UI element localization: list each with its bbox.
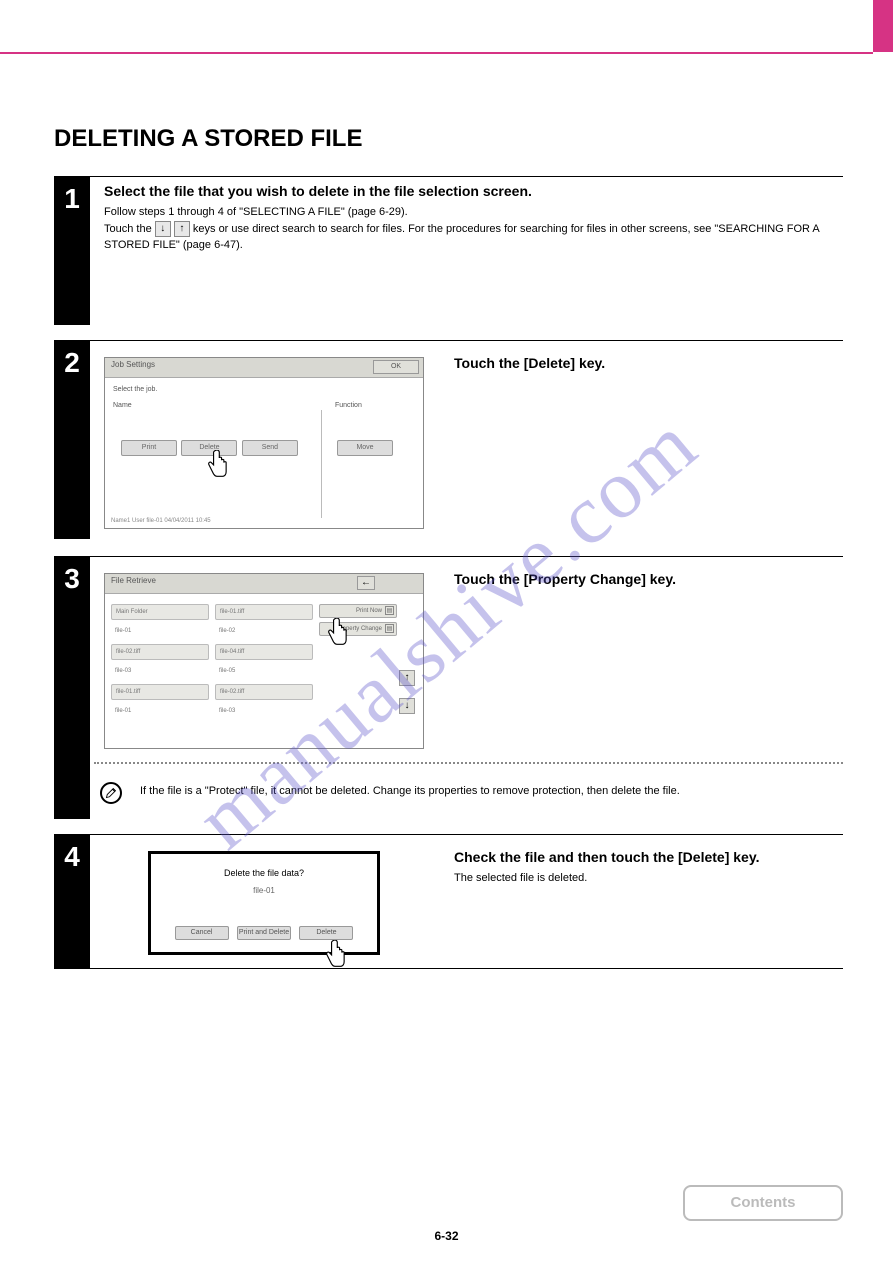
step-3-number: 3 bbox=[54, 557, 90, 819]
doc-icon: ▤ bbox=[385, 606, 394, 615]
property-change-button[interactable]: Property Change▤ bbox=[319, 622, 397, 636]
print-and-delete-button[interactable]: Print and Delete bbox=[237, 926, 291, 940]
panel-title: File Retrieve bbox=[111, 576, 156, 585]
step-3-title: Touch the [Property Change] key. bbox=[454, 571, 676, 587]
panel-tab-row: Print Delete Send bbox=[121, 436, 298, 456]
tab-delete[interactable]: Delete bbox=[181, 440, 237, 456]
list-item[interactable]: file-04.tiff bbox=[215, 644, 313, 660]
delete-button[interactable]: Delete bbox=[299, 926, 353, 940]
breadcrumb: Contents USING THE DOCUMENT FILING FUNCT… bbox=[225, 8, 762, 23]
panel-divider bbox=[321, 410, 322, 518]
closing-rule bbox=[54, 968, 843, 969]
tab-move[interactable]: Move bbox=[337, 436, 393, 456]
step-2-title: Touch the [Delete] key. bbox=[454, 355, 605, 371]
dotted-separator bbox=[94, 762, 843, 764]
step-1: 1 Select the file that you wish to delet… bbox=[54, 176, 843, 324]
panel-label-file: Select the job. bbox=[113, 386, 157, 393]
header-side-bar bbox=[873, 0, 893, 52]
list-meta: file-03 bbox=[111, 664, 209, 680]
list-meta: file-01 bbox=[111, 704, 209, 720]
list-meta: file-05 bbox=[215, 664, 313, 680]
step-2-panel: Job Settings OK Select the job. Name Pri… bbox=[104, 357, 424, 529]
pencil-note-icon bbox=[100, 782, 122, 804]
list-item[interactable]: file-01.tiff bbox=[215, 604, 313, 620]
step-1-line1: Follow steps 1 through 4 of "SELECTING A… bbox=[104, 205, 843, 221]
list-item[interactable]: file-01.tiff bbox=[111, 684, 209, 700]
back-icon[interactable]: ← bbox=[357, 576, 375, 590]
cancel-button[interactable]: Cancel bbox=[175, 926, 229, 940]
step-4-number: 4 bbox=[54, 835, 90, 969]
doc-icon: ▤ bbox=[385, 624, 394, 633]
panel-header: File Retrieve ← bbox=[105, 574, 423, 594]
arrow-down-icon[interactable]: ↓ bbox=[155, 221, 171, 237]
page-number: 6-32 bbox=[0, 1229, 893, 1243]
tab-print[interactable]: Print bbox=[121, 440, 177, 456]
panel-header: Job Settings OK bbox=[105, 358, 423, 378]
step-3-panel: File Retrieve ← Print Now▤ Property Chan… bbox=[104, 573, 424, 749]
header-rule bbox=[0, 52, 873, 54]
step-3: 3 File Retrieve ← Print Now▤ Property Ch… bbox=[54, 556, 843, 818]
list-meta: file-02 bbox=[215, 624, 313, 640]
confirm-dialog: Delete the file data? file-01 Cancel Pri… bbox=[148, 851, 380, 955]
print-now-button[interactable]: Print Now▤ bbox=[319, 604, 397, 618]
list-item[interactable]: Main Folder bbox=[111, 604, 209, 620]
list-item[interactable]: file-02.tiff bbox=[111, 644, 209, 660]
tab-send[interactable]: Send bbox=[242, 440, 298, 456]
step-1-number: 1 bbox=[54, 177, 90, 325]
panel-title: Job Settings bbox=[111, 360, 155, 369]
panel-label-func: Function bbox=[335, 402, 362, 409]
step-3-note: If the file is a "Protect" file, it cann… bbox=[140, 785, 833, 797]
step-4: 4 Delete the file data? file-01 Cancel P… bbox=[54, 834, 843, 968]
step-1-line2: Touch the ↓ ↑ keys or use direct search … bbox=[104, 221, 843, 254]
hand-cursor-icon bbox=[321, 940, 349, 977]
file-grid: Main Folder file-01.tiff file-01 file-02 f… bbox=[111, 604, 313, 724]
step-2: 2 Job Settings OK Select the job. Name P… bbox=[54, 340, 843, 538]
step-1-title: Select the file that you wish to delete … bbox=[104, 183, 843, 199]
panel-side-buttons: Print Now▤ Property Change▤ bbox=[319, 604, 397, 636]
contents-button[interactable]: Contents bbox=[683, 1185, 843, 1221]
dialog-message: Delete the file data? bbox=[151, 868, 377, 878]
dialog-filename: file-01 bbox=[151, 886, 377, 895]
panel-footer-meta: Name1 User file-01 04/04/2011 10:45 bbox=[111, 518, 211, 524]
step-4-body: The selected file is deleted. bbox=[454, 871, 759, 887]
step-4-title: Check the file and then touch the [Delet… bbox=[454, 849, 759, 865]
page-title: DELETING A STORED FILE bbox=[54, 125, 362, 153]
list-item[interactable]: file-02.tiff bbox=[215, 684, 313, 700]
list-meta: file-01 bbox=[111, 624, 209, 640]
ok-button[interactable]: OK bbox=[373, 360, 419, 374]
step-2-number: 2 bbox=[54, 341, 90, 539]
panel-label-name: Name bbox=[113, 402, 132, 409]
list-meta: file-03 bbox=[215, 704, 313, 720]
arrow-up-icon[interactable]: ↑ bbox=[174, 221, 190, 237]
scroll-down-button[interactable]: ↓ bbox=[399, 698, 417, 714]
dialog-button-row: Cancel Print and Delete Delete bbox=[151, 921, 377, 940]
scroll-up-button[interactable]: ↑ bbox=[399, 670, 417, 686]
